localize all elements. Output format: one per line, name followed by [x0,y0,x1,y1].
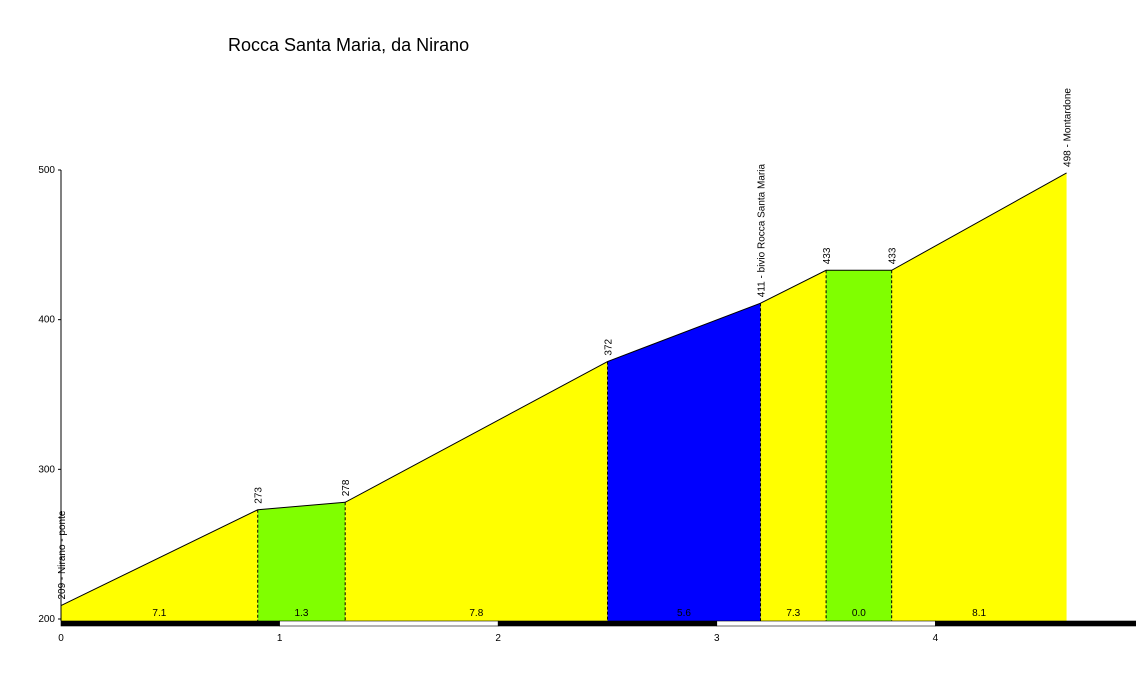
segment-gradient-label: 8.1 [972,608,986,619]
x-tick-label: 1 [277,633,283,644]
segment-fill-2 [257,502,346,621]
y-tick-label: 200 [38,614,55,625]
x-axis-scale-segment [716,620,936,627]
segment-gradient-label: 1.3 [295,608,309,619]
point-label-4: 372 [604,338,615,355]
segment-fill-6 [826,270,892,621]
point-label-1: 209 - Nirano - ponte [57,510,68,599]
segment-gradient-label: 7.3 [786,608,800,619]
y-tick-label: 300 [38,464,55,475]
x-axis-scale-segment [279,620,499,627]
point-label-5: 411 - bivio Rocca Santa Maria [757,164,768,298]
elevation-profile-line [60,172,1067,606]
x-tick-label: 3 [714,633,720,644]
segment-fill-7 [891,172,1067,621]
segment-fill-1 [61,509,258,621]
point-label-7: 433 [888,247,899,264]
x-tick-label: 4 [933,633,939,644]
segment-fill-4 [607,303,761,621]
point-label-8: 498 - Montardone [1063,88,1074,167]
point-label-6: 433 [822,247,833,264]
segment-fill-3 [345,361,608,621]
x-tick-label: 2 [495,633,501,644]
y-tick-label: 500 [38,165,55,176]
x-axis-scale-segment [60,620,280,627]
segment-gradient-label: 7.8 [469,608,483,619]
segment-gradient-label: 5.6 [677,608,691,619]
chart-title: Rocca Santa Maria, da Nirano [228,35,470,55]
y-tick-label: 400 [38,315,55,326]
x-axis-scale-segment [935,620,1136,627]
x-tick-label: 0 [58,633,64,644]
x-axis-scale-segment [497,620,718,627]
segment-gradient-label: 0.0 [852,608,866,619]
point-label-3: 278 [341,479,352,496]
point-label-2: 273 [254,487,265,504]
segment-fill-5 [760,270,827,621]
segment-gradient-label: 7.1 [152,608,166,619]
